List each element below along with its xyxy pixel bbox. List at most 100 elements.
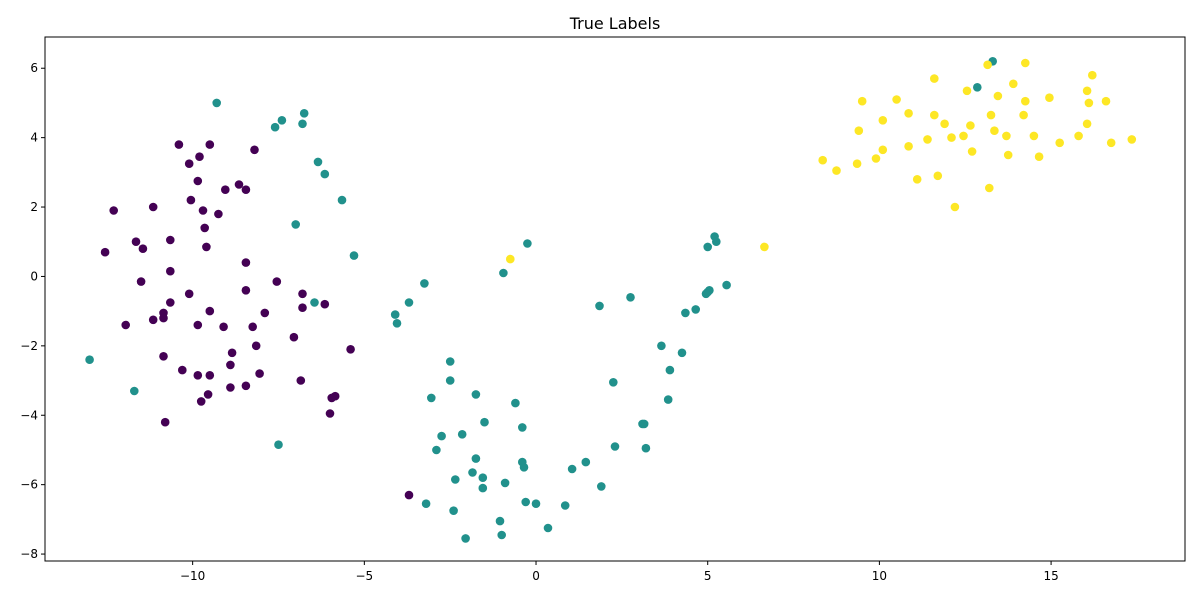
- scatter-point: [1021, 58, 1030, 68]
- scatter-point: [966, 121, 975, 130]
- scatter-point: [543, 523, 553, 533]
- scatter-point: [665, 365, 675, 375]
- scatter-point: [912, 175, 922, 184]
- scatter-point: [993, 91, 1003, 101]
- chart-title: True Labels: [569, 14, 661, 33]
- scatter-point: [226, 383, 235, 392]
- scatter-point: [1088, 70, 1097, 80]
- scatter-point: [214, 209, 223, 219]
- scatter-point: [241, 381, 251, 391]
- scatter-point: [457, 430, 467, 439]
- scatter-point: [657, 341, 666, 351]
- scatter-point: [349, 251, 359, 260]
- scatter-point: [497, 530, 507, 540]
- scatter-point: [451, 475, 460, 484]
- scatter-point: [990, 126, 999, 135]
- scatter-point: [471, 454, 481, 463]
- plot-frame: [44, 36, 1186, 562]
- y-tick-label: −4: [20, 408, 38, 422]
- scatter-point: [427, 393, 436, 403]
- scatter-point: [193, 320, 203, 330]
- scatter-point: [567, 464, 577, 474]
- scatter-point: [241, 185, 251, 194]
- scatter-point: [274, 440, 283, 450]
- scatter-point: [392, 319, 402, 328]
- scatter-point: [160, 417, 170, 427]
- scatter-point: [1055, 138, 1064, 148]
- scatter-point: [1084, 98, 1094, 108]
- scatter-point: [420, 279, 429, 288]
- x-axis: −10 −5 0 5 10 15: [180, 561, 1059, 583]
- scatter-point: [174, 140, 184, 149]
- scatter-point: [626, 293, 635, 302]
- scatter-point: [1034, 152, 1044, 161]
- scatter-point: [523, 239, 532, 248]
- scatter-point: [701, 289, 711, 299]
- scatter-point: [205, 140, 215, 149]
- scatter-point: [531, 499, 541, 509]
- scatter-point: [130, 386, 139, 396]
- scatter-point: [499, 268, 508, 278]
- y-tick-label: −2: [20, 339, 38, 353]
- scatter-point: [131, 237, 141, 246]
- scatter-point: [610, 442, 620, 451]
- scatter-point: [289, 332, 299, 342]
- scatter-point: [184, 289, 194, 299]
- scatter-point: [325, 409, 335, 418]
- scatter-point: [609, 378, 618, 387]
- scatter-point: [985, 183, 994, 193]
- scatter-point: [445, 376, 455, 385]
- scatter-point: [205, 371, 215, 380]
- scatter-point: [298, 119, 307, 129]
- scatter-point: [437, 431, 446, 441]
- scatter-point: [468, 468, 477, 477]
- scatter-point: [205, 306, 215, 316]
- scatter-point: [203, 390, 213, 399]
- scatter-point: [260, 308, 270, 318]
- x-tick-label: 5: [704, 569, 712, 583]
- y-tick-label: 4: [30, 131, 38, 145]
- x-tick-label: 10: [872, 569, 887, 583]
- scatter-point: [1002, 131, 1011, 141]
- scatter-point: [100, 247, 110, 257]
- scatter-point: [255, 369, 264, 378]
- scatter-point: [832, 166, 841, 175]
- scatter-point: [722, 280, 731, 290]
- scatter-point: [277, 116, 287, 125]
- scatter-point: [270, 122, 280, 132]
- scatter-point: [193, 176, 203, 186]
- scatter-point: [940, 119, 949, 129]
- scatter-point: [449, 506, 458, 515]
- scatter-point: [923, 135, 932, 144]
- scatter-point: [178, 365, 187, 375]
- scatter-point: [967, 147, 977, 156]
- scatter-point: [1003, 150, 1013, 160]
- scatter-point: [878, 116, 888, 125]
- scatter-point: [521, 497, 530, 507]
- scatter-point: [1045, 93, 1054, 102]
- series-0: [100, 140, 414, 500]
- y-axis: −8 −6 −4 −2 0 2 4 6: [20, 61, 45, 561]
- scatter-point: [198, 206, 208, 215]
- scatter-point: [959, 131, 968, 141]
- scatter-point: [1082, 86, 1092, 96]
- scatter-point: [478, 473, 488, 483]
- scatter-point: [298, 289, 307, 299]
- scatter-point: [241, 258, 251, 267]
- scatter-point: [471, 390, 481, 399]
- scatter-point: [291, 220, 301, 229]
- scatter-point: [327, 393, 337, 403]
- y-tick-label: −6: [20, 478, 38, 492]
- scatter-point: [432, 445, 441, 455]
- scatter-point: [691, 305, 700, 314]
- scatter-point: [950, 202, 960, 212]
- scatter-point: [947, 133, 956, 142]
- scatter-point: [1029, 131, 1039, 141]
- scatter-point: [296, 376, 306, 385]
- scatter-point: [109, 206, 118, 215]
- scatter-point: [193, 371, 203, 380]
- scatter-point: [320, 299, 330, 309]
- scatter-point: [202, 242, 211, 252]
- y-tick-label: 0: [30, 269, 38, 283]
- scatter-point: [511, 398, 520, 408]
